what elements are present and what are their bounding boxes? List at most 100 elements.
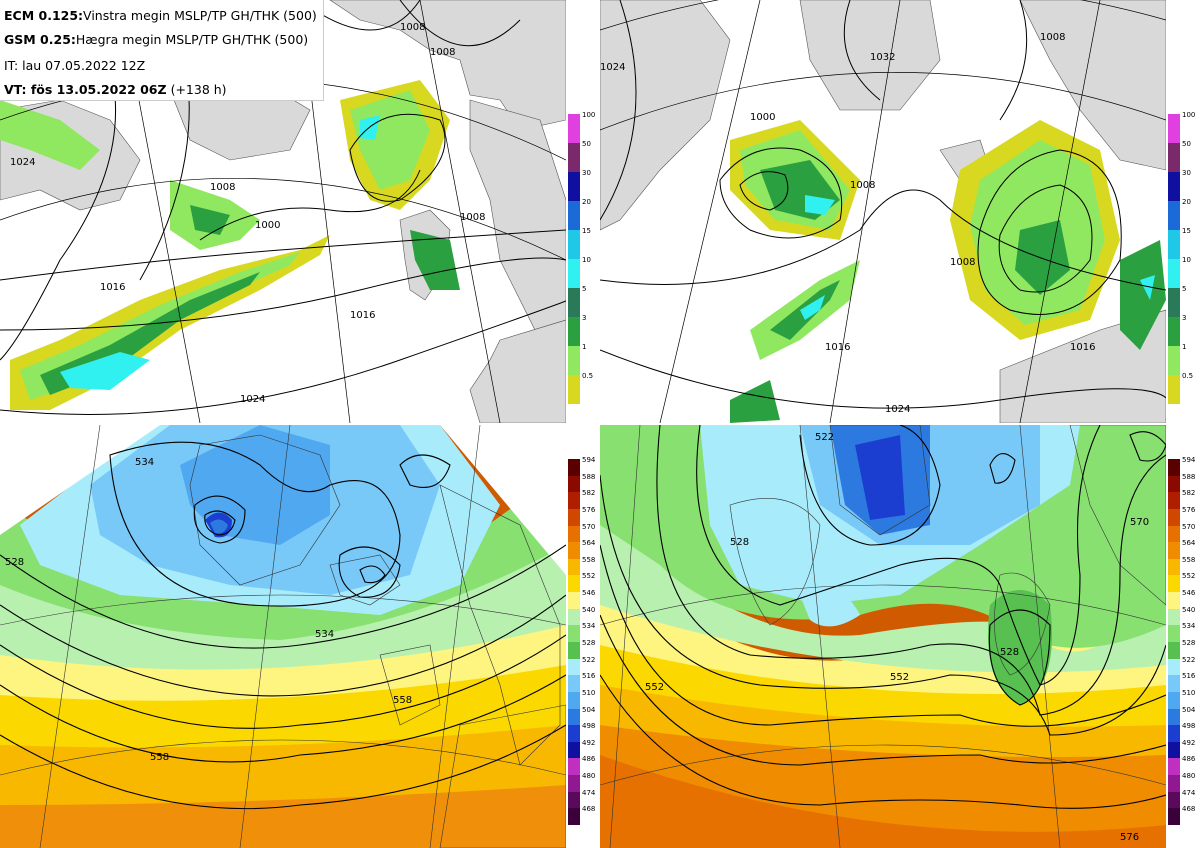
colorbar-tick-label: 5: [1182, 285, 1187, 293]
colorbar-swatch: [568, 658, 580, 676]
gsm-legend-line: GSM 0.25:Hægra megin MSLP/TP GH/THK (500…: [4, 32, 308, 47]
colorbar-swatch: [568, 725, 580, 743]
colorbar-tick-label: 15: [582, 227, 591, 235]
colorbar-tick-label: 522: [1182, 655, 1196, 664]
isobar-label: 1016: [350, 310, 375, 321]
colorbar-swatch: [568, 230, 580, 259]
isobar-label: 1000: [750, 112, 775, 123]
isobar-label: 1016: [1070, 342, 1095, 353]
isobar-label: 1024: [240, 394, 265, 405]
colorbar-swatch: [1168, 708, 1180, 726]
colorbar-swatch: [1168, 525, 1180, 543]
colorbar-swatch: [568, 625, 580, 643]
colorbar-swatch: [568, 508, 580, 526]
colorbar-tick-label: 1: [1182, 343, 1187, 351]
colorbar-tick-label: 486: [582, 755, 596, 764]
isobar-label: 1016: [100, 282, 125, 293]
colorbar-swatch: [568, 542, 580, 560]
colorbar-swatch: [568, 492, 580, 510]
ecm-model-label: ECM 0.125:: [4, 8, 84, 23]
colorbar-swatch: [1168, 741, 1180, 759]
colorbar-tick-label: 570: [582, 522, 596, 531]
colorbar-tick-label: 564: [582, 539, 596, 548]
colorbar-swatch: [568, 592, 580, 610]
colorbar-tick-label: 492: [1182, 738, 1196, 747]
isobar-label: 1008: [950, 257, 975, 268]
valid-time: VT: fös 13.05.2022 06Z: [4, 82, 167, 97]
colorbar-tick-label: 468: [582, 805, 596, 814]
colorbar-tick-label: 588: [582, 472, 596, 481]
ecm-thickness-map: 534 558 558 528 534: [0, 425, 566, 848]
isobar-label: 1008: [210, 182, 235, 193]
colorbar-swatch: [568, 708, 580, 726]
colorbar-swatch: [568, 808, 580, 826]
colorbar-tick-label: 486: [1182, 755, 1196, 764]
colorbar-tick-label: 504: [1182, 705, 1196, 714]
colorbar-swatch: [568, 575, 580, 593]
gsm-thickness-map-svg: 552 528 552 528 522 570 576: [600, 425, 1166, 848]
colorbar-tick-label: 576: [582, 505, 596, 514]
colorbar-swatch: [1168, 288, 1180, 317]
colorbar-tick-label: 468: [1182, 805, 1196, 814]
colorbar-swatch: [568, 775, 580, 793]
colorbar-swatch: [1168, 230, 1180, 259]
colorbar-swatch: [1168, 508, 1180, 526]
colorbar-swatch: [1168, 542, 1180, 560]
colorbar-swatch: [1168, 691, 1180, 709]
colorbar-tick-label: 480: [582, 772, 596, 781]
colorbar-tick-label: 582: [1182, 489, 1196, 498]
thickness-colorbar-left: 594 588 582 576 570 564 558 552 546 540 534 528 522 5…: [568, 456, 600, 826]
precip-colorbar-left: 100 50 30 20 15 10 5 3 1 0.5: [568, 112, 600, 404]
colorbar-swatch: [1168, 791, 1180, 809]
isobar-label: 1008: [850, 180, 875, 191]
contour-label: 534: [135, 457, 154, 468]
isobar-label: 1024: [10, 157, 35, 168]
colorbar-swatch: [568, 346, 580, 375]
colorbar-swatch: [1168, 725, 1180, 743]
colorbar-tick-label: 492: [582, 738, 596, 747]
colorbar-swatch: [568, 172, 580, 201]
colorbar-tick-label: 594: [582, 456, 596, 464]
colorbar-tick-label: 522: [582, 655, 596, 664]
colorbar-swatch: [1168, 375, 1180, 404]
gsm-model-label: GSM 0.25:: [4, 32, 76, 47]
colorbar-tick-label: 0.5: [582, 372, 594, 380]
colorbar-tick-label: 50: [582, 140, 591, 148]
isobar-label: 1024: [885, 404, 910, 415]
colorbar-swatch: [568, 114, 580, 143]
isobar-label: 1024: [600, 62, 625, 73]
isobar-label: 1000: [255, 220, 280, 231]
contour-label: 552: [890, 672, 909, 683]
colorbar-swatch: [568, 758, 580, 776]
colorbar-swatch: [568, 791, 580, 809]
colorbar-tick-label: 528: [582, 639, 596, 647]
thickness-colorbar-right: 594 588 582 576 570 564 558 552 546 540 534 528 522 5…: [1168, 457, 1200, 826]
colorbar-swatch: [1168, 625, 1180, 643]
colorbar-swatch: [568, 288, 580, 317]
run-info-legend: ECM 0.125:Vinstra megin MSLP/TP GH/THK (…: [0, 0, 324, 101]
colorbar-swatch: [1168, 592, 1180, 610]
valid-time-line: VT: fös 13.05.2022 06Z (+138 h): [4, 82, 227, 97]
contour-label: 558: [393, 695, 412, 706]
colorbar-swatch: [1168, 143, 1180, 172]
colorbar-swatch: [568, 558, 580, 576]
colorbar-swatch: [1168, 172, 1180, 201]
colorbar-swatch: [1168, 346, 1180, 375]
colorbar-swatch: [1168, 558, 1180, 576]
colorbar-tick-label: 3: [582, 314, 587, 322]
colorbar-tick-label: 10: [582, 256, 591, 264]
colorbar-swatch: [1168, 201, 1180, 230]
colorbar-tick-label: 3: [1182, 314, 1187, 322]
colorbar-tick-label: 5: [582, 285, 587, 293]
colorbar-tick-label: 50: [1182, 140, 1191, 148]
colorbar-tick-label: 20: [1182, 198, 1191, 206]
gsm-mslp-precip-map: 1024 1008 1008 1000 1016 1024 1016 1008 …: [600, 0, 1166, 423]
colorbar-swatch: [1168, 317, 1180, 346]
colorbar-tick-label: 540: [1182, 605, 1196, 614]
colorbar-tick-label: 0.5: [1182, 372, 1194, 380]
ecm-thickness-map-svg: 534 558 558 528 534: [0, 425, 566, 848]
colorbar-tick-label: 558: [1182, 555, 1196, 564]
colorbar-tick-label: 546: [582, 589, 596, 598]
colorbar-tick-label: 30: [1182, 169, 1191, 177]
gsm-description: Hægra megin MSLP/TP GH/THK (500): [75, 32, 309, 47]
